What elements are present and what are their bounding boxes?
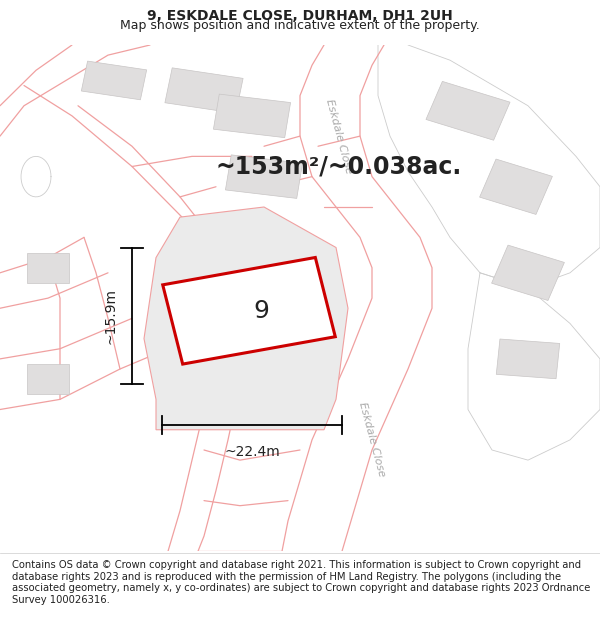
Polygon shape [426, 81, 510, 140]
Polygon shape [479, 159, 553, 214]
Text: ~15.9m: ~15.9m [103, 288, 117, 344]
Text: 9, ESKDALE CLOSE, DURHAM, DH1 2UH: 9, ESKDALE CLOSE, DURHAM, DH1 2UH [147, 9, 453, 23]
Text: 9: 9 [253, 299, 269, 322]
Polygon shape [226, 155, 302, 198]
Text: Eskdale Close: Eskdale Close [357, 401, 387, 478]
Polygon shape [27, 253, 69, 283]
Text: ~22.4m: ~22.4m [224, 445, 280, 459]
Text: ~153m²/~0.038ac.: ~153m²/~0.038ac. [216, 154, 462, 179]
Polygon shape [144, 207, 348, 430]
Polygon shape [491, 245, 565, 301]
Polygon shape [27, 364, 69, 394]
Polygon shape [163, 258, 335, 364]
Text: Map shows position and indicative extent of the property.: Map shows position and indicative extent… [120, 19, 480, 32]
Polygon shape [214, 94, 290, 138]
Polygon shape [496, 339, 560, 379]
Text: Contains OS data © Crown copyright and database right 2021. This information is : Contains OS data © Crown copyright and d… [12, 560, 590, 605]
Polygon shape [165, 68, 243, 113]
Text: Eskdale Close: Eskdale Close [324, 98, 354, 174]
Polygon shape [82, 61, 146, 100]
